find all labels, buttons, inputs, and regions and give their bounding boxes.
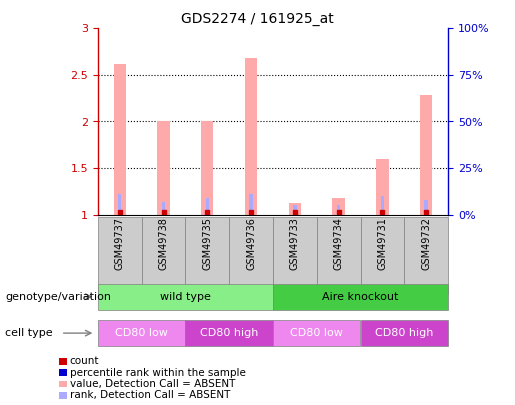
Bar <box>376 159 388 215</box>
Text: rank, Detection Call = ABSENT: rank, Detection Call = ABSENT <box>70 390 230 400</box>
Bar <box>249 194 253 215</box>
Bar <box>381 196 384 215</box>
Text: CD80 low: CD80 low <box>290 328 343 338</box>
Bar <box>420 96 432 215</box>
Bar <box>293 205 297 215</box>
Text: CD80 high: CD80 high <box>375 328 434 338</box>
Text: genotype/variation: genotype/variation <box>5 292 111 302</box>
Bar <box>162 202 165 215</box>
Text: percentile rank within the sample: percentile rank within the sample <box>70 368 246 377</box>
Text: GDS2274 / 161925_at: GDS2274 / 161925_at <box>181 12 334 26</box>
Bar <box>424 200 428 215</box>
Text: wild type: wild type <box>160 292 211 302</box>
Bar <box>114 64 126 215</box>
Bar <box>201 122 213 215</box>
Bar <box>205 198 209 215</box>
Bar <box>333 198 345 215</box>
Bar <box>158 122 169 215</box>
Text: cell type: cell type <box>5 328 53 338</box>
Text: value, Detection Call = ABSENT: value, Detection Call = ABSENT <box>70 379 235 389</box>
Bar <box>289 203 301 215</box>
Text: Aire knockout: Aire knockout <box>322 292 399 302</box>
Text: count: count <box>70 356 99 366</box>
Bar <box>245 58 257 215</box>
Text: CD80 low: CD80 low <box>115 328 168 338</box>
Text: CD80 high: CD80 high <box>200 328 259 338</box>
Bar <box>337 205 340 215</box>
Bar <box>118 194 122 215</box>
